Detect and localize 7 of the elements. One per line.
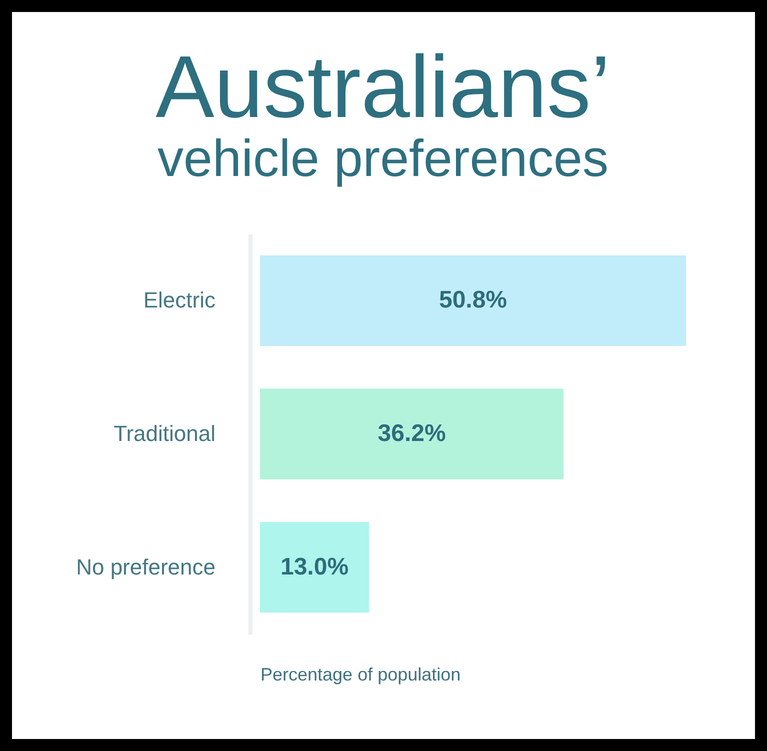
data-label: 50.8%	[438, 286, 508, 314]
y-tick-label: Traditional	[114, 421, 216, 446]
data-label: 13.0%	[280, 553, 349, 580]
y-tick-label: Electric	[143, 288, 216, 313]
data-label: 36.2%	[378, 420, 446, 447]
x-axis-title: Percentage of population	[260, 664, 461, 684]
y-tick-label: No preference	[76, 554, 216, 580]
